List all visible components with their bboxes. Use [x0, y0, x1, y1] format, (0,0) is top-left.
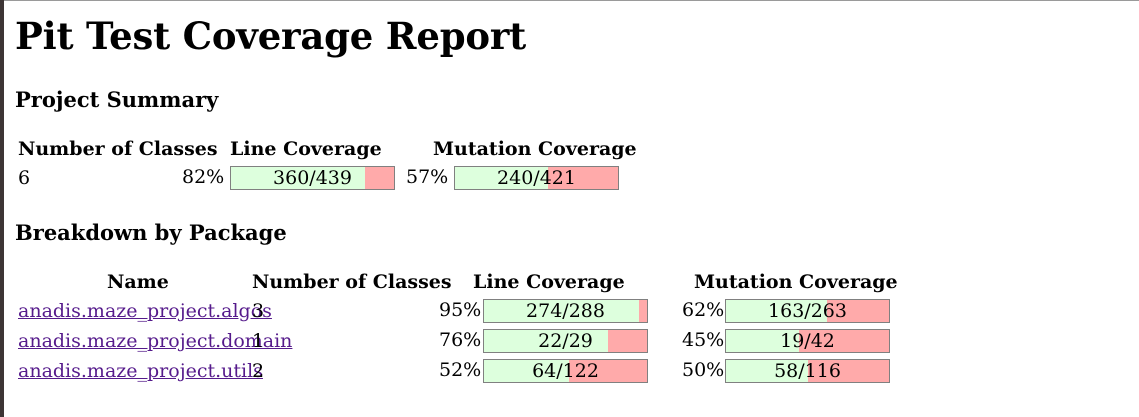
- summary-mutation-coverage-bar: 240/421: [454, 166, 619, 190]
- package-line-coverage-bar-utils: 64/122: [483, 359, 648, 383]
- package-line-percent-domain: 76%: [439, 329, 482, 351]
- summary-header-mutation: Mutation Coverage: [433, 138, 637, 160]
- package-classes-domain: 1: [252, 330, 265, 352]
- package-mutation-coverage-bar-utils: 58/116: [725, 359, 890, 383]
- package-classes-algos: 3: [252, 300, 265, 322]
- package-link-algos[interactable]: anadis.maze_project.algos: [18, 300, 272, 322]
- summary-header-line: Line Coverage: [230, 138, 382, 160]
- package-mutation-percent-domain: 45%: [682, 329, 725, 351]
- coverage-legend: 58/116: [774, 360, 841, 382]
- project-summary-heading: Project Summary: [15, 87, 219, 112]
- coverage-legend: 163/263: [768, 300, 847, 322]
- coverage-fill: [455, 167, 548, 189]
- breakdown-header-mutation: Mutation Coverage: [694, 271, 898, 293]
- package-line-coverage-bar-algos: 274/288: [483, 299, 648, 323]
- coverage-legend: 360/439: [273, 167, 352, 189]
- top-border: [4, 0, 1139, 1]
- summary-header-classes: Number of Classes: [18, 138, 218, 160]
- coverage-legend: 19/42: [780, 330, 835, 352]
- package-mutation-coverage-bar-algos: 163/263: [725, 299, 890, 323]
- coverage-fill: [726, 360, 808, 382]
- package-link-utils[interactable]: anadis.maze_project.utils: [18, 360, 263, 382]
- breakdown-header-classes: Number of Classes: [252, 271, 452, 293]
- package-mutation-coverage-bar-domain: 19/42: [725, 329, 890, 353]
- package-mutation-percent-utils: 50%: [682, 359, 725, 381]
- summary-line-coverage-bar: 360/439: [230, 166, 395, 190]
- coverage-fill: [231, 167, 365, 189]
- page-title: Pit Test Coverage Report: [15, 14, 527, 58]
- package-link-domain[interactable]: anadis.maze_project.domain: [18, 330, 293, 352]
- summary-classes-value: 6: [18, 167, 31, 189]
- left-border: [0, 0, 4, 417]
- breakdown-heading: Breakdown by Package: [15, 220, 287, 245]
- package-line-coverage-bar-domain: 22/29: [483, 329, 648, 353]
- coverage-legend: 64/122: [532, 360, 599, 382]
- coverage-fill: [484, 360, 569, 382]
- coverage-legend: 240/421: [497, 167, 576, 189]
- breakdown-header-line: Line Coverage: [473, 271, 625, 293]
- package-line-percent-utils: 52%: [439, 359, 482, 381]
- coverage-legend: 274/288: [526, 300, 605, 322]
- coverage-fill: [726, 330, 800, 352]
- summary-mutation-percent: 57%: [406, 166, 449, 188]
- coverage-fill: [484, 330, 608, 352]
- breakdown-header-name: Name: [107, 271, 169, 293]
- package-classes-utils: 2: [252, 360, 265, 382]
- package-mutation-percent-algos: 62%: [682, 299, 725, 321]
- coverage-fill: [484, 300, 639, 322]
- coverage-fill: [726, 300, 828, 322]
- summary-line-percent: 82%: [182, 166, 225, 188]
- package-line-percent-algos: 95%: [439, 299, 482, 321]
- coverage-legend: 22/29: [538, 330, 593, 352]
